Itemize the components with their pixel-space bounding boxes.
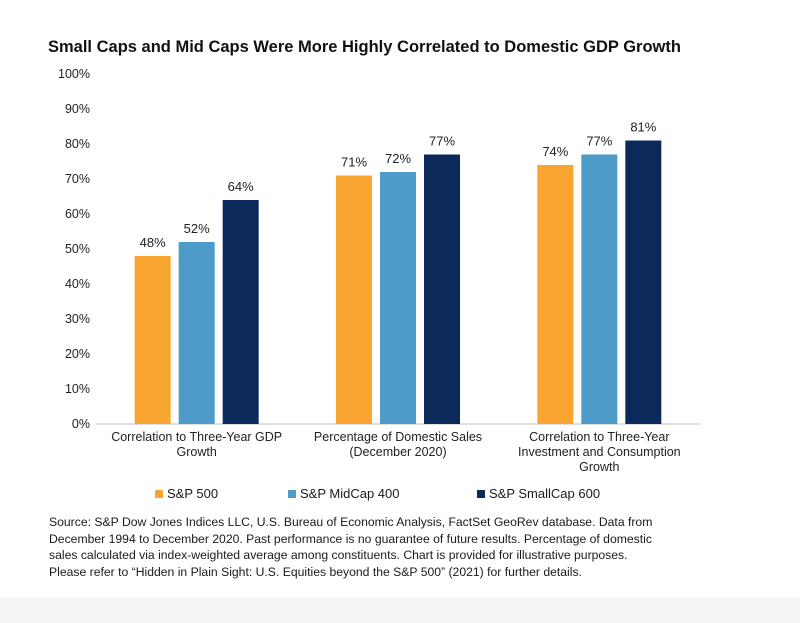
- y-tick-label: 60%: [65, 207, 90, 221]
- y-tick-label: 70%: [65, 172, 90, 186]
- y-tick-label: 20%: [65, 347, 90, 361]
- source-line: Source: S&P Dow Jones Indices LLC, U.S. …: [49, 515, 653, 529]
- y-tick-label: 90%: [65, 102, 90, 116]
- bar-value-label: 77%: [429, 134, 455, 149]
- legend-item-midcap400: S&P MidCap 400: [288, 486, 400, 501]
- bar: [625, 140, 662, 424]
- y-tick-label: 50%: [65, 242, 90, 256]
- y-tick-label: 0%: [72, 417, 90, 431]
- x-tick-label: Correlation to Three-Year: [529, 430, 669, 444]
- bar-value-label: 71%: [341, 155, 367, 170]
- x-tick-label: Growth: [579, 460, 619, 474]
- legend-item-smallcap600: S&P SmallCap 600: [477, 486, 600, 501]
- source-line: December 1994 to December 2020. Past per…: [49, 531, 652, 546]
- bar: [537, 165, 574, 424]
- legend-label-smallcap600: S&P SmallCap 600: [489, 486, 601, 501]
- bar: [134, 256, 171, 424]
- bar: [222, 200, 259, 424]
- bar-value-label: 64%: [228, 179, 254, 194]
- bar: [380, 172, 416, 424]
- legend-item-sp500: S&P 500: [155, 486, 218, 501]
- y-tick-label: 80%: [65, 137, 90, 151]
- legend-swatch-midcap400: [288, 489, 296, 498]
- y-tick-label: 40%: [65, 277, 90, 291]
- bar-chart: 0% 10% 20% 30% 40% 50% 60% 70% 80% 90% 100% 48% 52% 6…: [58, 67, 700, 474]
- bottom-band: [0, 598, 800, 623]
- bar: [424, 154, 460, 424]
- source-line: sales calculated via index-weighted aver…: [49, 548, 628, 562]
- y-tick-label: 30%: [65, 312, 90, 326]
- y-tick-label: 10%: [65, 382, 90, 396]
- bar: [178, 242, 215, 424]
- bar-value-label: 72%: [385, 151, 411, 166]
- source-line: Please refer to “Hidden in Plain Sight: …: [49, 564, 582, 579]
- legend-label-sp500: S&P 500: [167, 486, 219, 501]
- legend-label-midcap400: S&P MidCap 400: [300, 486, 400, 501]
- bar-value-label: 52%: [184, 221, 210, 236]
- x-tick-label: Investment and Consumption: [518, 445, 681, 459]
- x-tick-label: (December 2020): [349, 445, 446, 459]
- y-tick-label: 100%: [58, 67, 90, 81]
- chart-title: Small Caps and Mid Caps Were More Highly…: [48, 38, 681, 56]
- legend-swatch-smallcap600: [477, 489, 485, 498]
- source-note: Source: S&P Dow Jones Indices LLC, U.S. …: [49, 514, 769, 580]
- bar-value-label: 74%: [542, 144, 568, 159]
- x-tick-label: Percentage of Domestic Sales: [314, 430, 482, 444]
- legend-swatch-sp500: [155, 489, 163, 498]
- bar-value-label: 77%: [586, 134, 612, 149]
- x-tick-label: Correlation to Three-Year GDP: [111, 430, 282, 444]
- bar-value-label: 81%: [630, 120, 656, 135]
- bar: [336, 175, 372, 424]
- x-tick-label: Growth: [177, 445, 217, 459]
- bar: [581, 154, 618, 424]
- bar-value-label: 48%: [140, 235, 166, 250]
